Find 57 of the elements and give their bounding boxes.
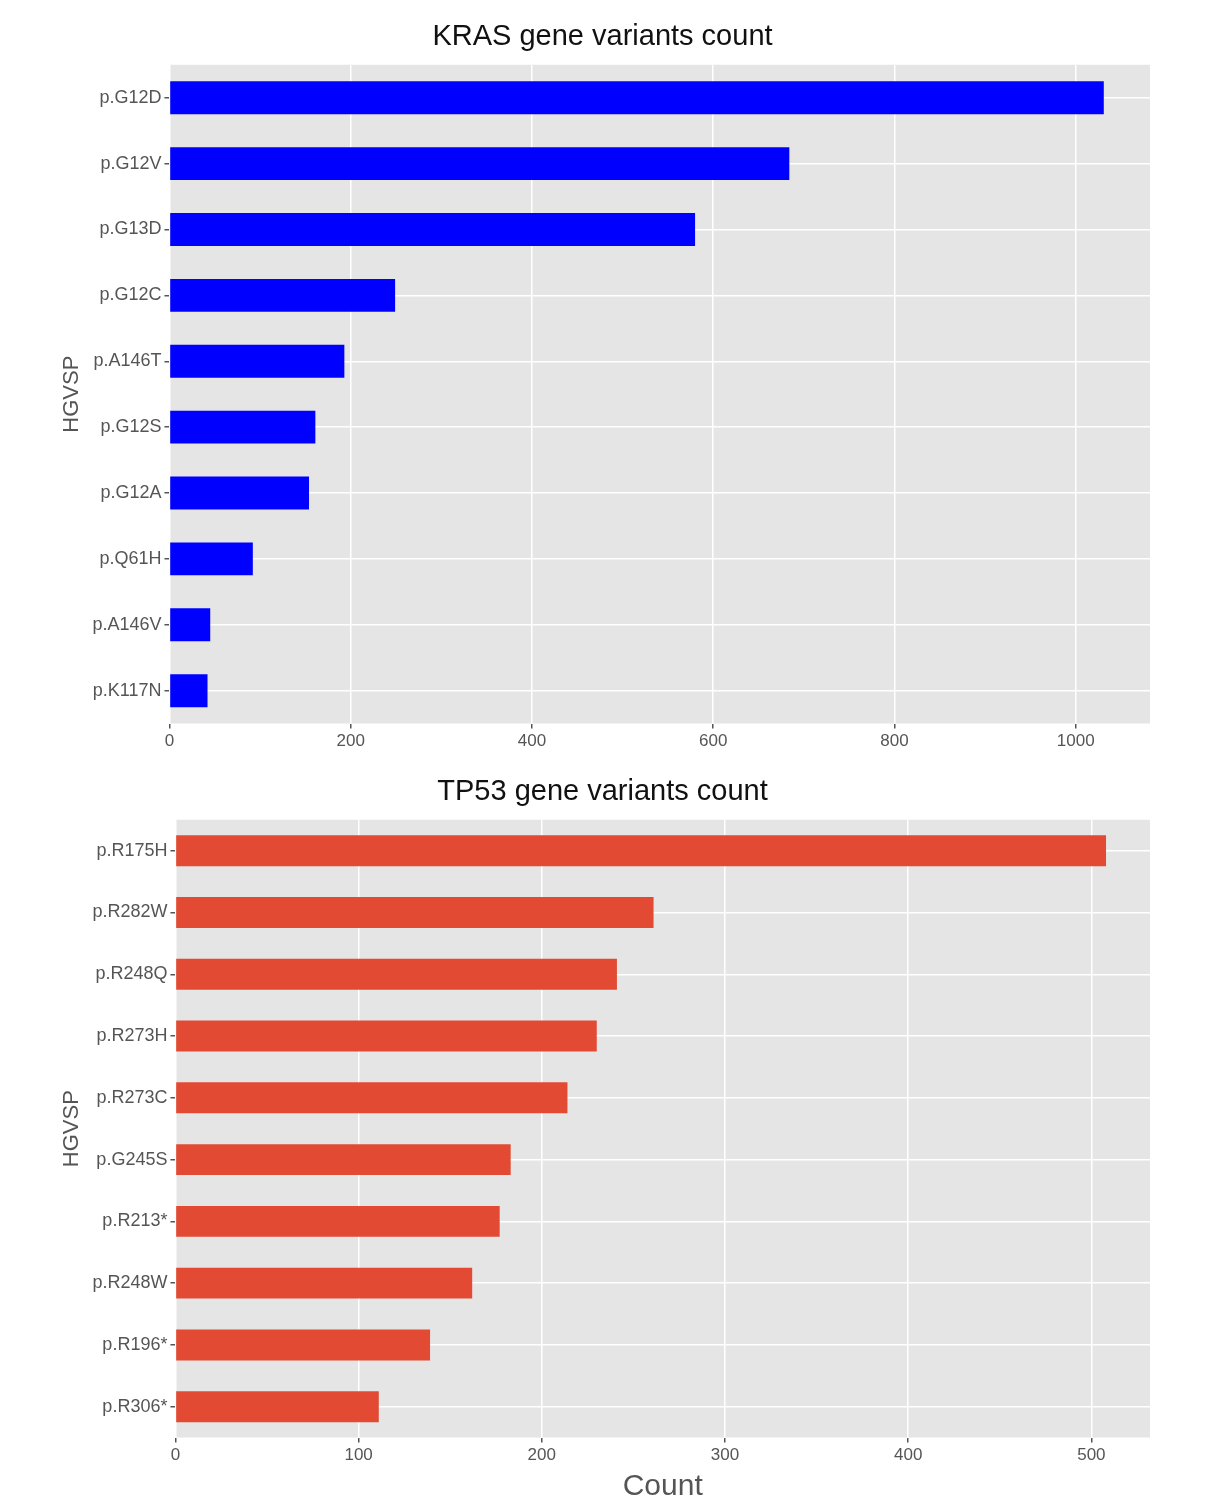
bar xyxy=(176,1020,597,1052)
bar xyxy=(170,410,316,444)
y-tick-label: p.G12A xyxy=(100,481,162,502)
y-axis-title: HGVSP xyxy=(58,355,84,433)
y-tick-label: p.Q61H xyxy=(99,547,162,568)
bar xyxy=(176,1144,511,1176)
bar xyxy=(170,476,310,510)
y-tick-label: p.R213* xyxy=(102,1210,168,1231)
y-tick-label: p.R282W xyxy=(92,901,168,922)
y-tick-label: p.R273H xyxy=(96,1025,168,1045)
bar xyxy=(176,1391,379,1423)
chart-title: TP53 gene variants count xyxy=(437,774,768,807)
x-tick-label: 0 xyxy=(170,1445,181,1465)
y-tick-label: p.A146V xyxy=(92,613,162,634)
bar xyxy=(170,213,696,246)
y-tick-label: p.R306* xyxy=(102,1395,168,1416)
bar xyxy=(170,81,1104,115)
bar xyxy=(176,958,617,990)
x-tick-label: 800 xyxy=(880,731,909,751)
bar xyxy=(176,1267,473,1299)
y-tick-label: p.G12C xyxy=(99,284,162,305)
bar xyxy=(170,344,345,378)
y-tick-label: p.G12D xyxy=(99,86,162,107)
bar xyxy=(176,1205,500,1237)
y-tick-label: p.G12S xyxy=(100,416,162,437)
x-tick-label: 200 xyxy=(336,731,365,751)
bar xyxy=(170,674,208,708)
x-tick-label: 600 xyxy=(699,731,728,751)
bar xyxy=(170,542,253,576)
bar xyxy=(170,147,790,181)
y-tick-label: p.A146T xyxy=(93,350,162,371)
x-tick-label: 0 xyxy=(164,731,175,751)
bar xyxy=(176,1329,431,1361)
y-tick-label: p.R175H xyxy=(96,839,168,860)
chart-title: KRAS gene variants count xyxy=(432,19,773,52)
bar xyxy=(170,278,396,312)
x-tick-label: 100 xyxy=(344,1445,373,1465)
x-tick-label: 500 xyxy=(1077,1445,1106,1465)
bar xyxy=(170,608,211,642)
x-tick-label: 1000 xyxy=(1056,731,1095,751)
y-axis-title: HGVSP xyxy=(58,1090,84,1168)
y-tick-label: p.G13D xyxy=(99,218,162,239)
y-tick-label: p.K117N xyxy=(92,679,162,700)
x-tick-label: 300 xyxy=(710,1445,740,1465)
y-tick-label: p.R273C xyxy=(96,1086,168,1107)
y-tick-label: p.R248W xyxy=(92,1272,168,1293)
x-axis-title: Count xyxy=(622,1468,704,1502)
x-tick-label: 200 xyxy=(527,1445,556,1465)
y-tick-label: p.G245S xyxy=(96,1148,168,1169)
bar xyxy=(176,1082,568,1114)
bar xyxy=(176,835,1107,867)
y-tick-label: p.R196* xyxy=(102,1333,168,1354)
bar xyxy=(176,897,654,928)
y-tick-label: p.G12V xyxy=(100,152,162,173)
x-tick-label: 400 xyxy=(894,1445,923,1465)
y-tick-label: p.R248Q xyxy=(95,963,168,984)
x-tick-label: 400 xyxy=(517,731,547,751)
